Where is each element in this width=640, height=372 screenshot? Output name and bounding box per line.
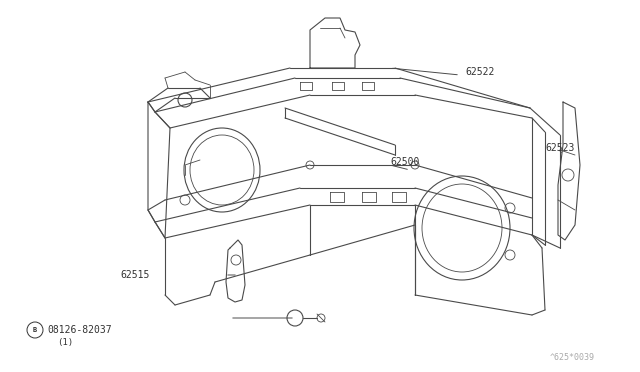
Text: (1): (1)	[57, 337, 73, 346]
Text: 62515: 62515	[120, 270, 149, 280]
Text: 08126-82037: 08126-82037	[47, 325, 111, 335]
Text: 62500: 62500	[390, 157, 419, 167]
Text: 62522: 62522	[465, 67, 494, 77]
Text: 62523: 62523	[545, 143, 574, 153]
Text: B: B	[33, 327, 37, 333]
Text: ^625*0039: ^625*0039	[550, 353, 595, 362]
